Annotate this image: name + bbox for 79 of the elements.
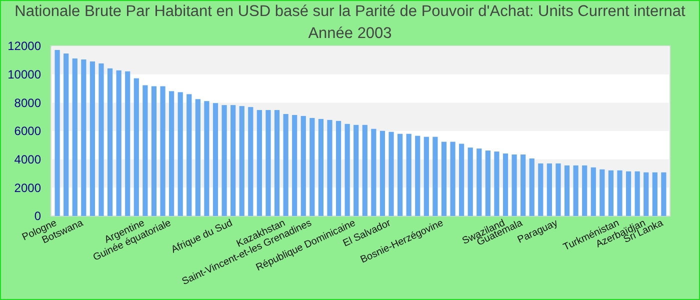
bar bbox=[266, 110, 271, 216]
bar bbox=[441, 142, 447, 216]
bar bbox=[98, 63, 104, 216]
bar bbox=[230, 105, 236, 216]
bar bbox=[634, 171, 640, 216]
bar bbox=[90, 61, 96, 216]
bar bbox=[142, 85, 148, 216]
bar bbox=[476, 148, 482, 216]
bar bbox=[134, 78, 139, 216]
bar bbox=[661, 172, 666, 216]
bar bbox=[292, 114, 298, 216]
bar bbox=[406, 134, 412, 216]
y-tick-label: 10000 bbox=[8, 68, 42, 82]
y-tick-label: 4000 bbox=[14, 152, 42, 167]
bar bbox=[274, 110, 280, 216]
bar bbox=[160, 86, 166, 216]
bar bbox=[450, 142, 456, 216]
bar bbox=[652, 172, 658, 216]
chart-subtitle: Année 2003 bbox=[308, 25, 392, 42]
bar bbox=[380, 130, 386, 216]
y-tick-label: 2000 bbox=[14, 180, 42, 195]
bar bbox=[398, 134, 403, 216]
bar bbox=[573, 165, 578, 216]
bar bbox=[556, 163, 561, 216]
bar bbox=[362, 124, 368, 216]
bar bbox=[186, 94, 192, 216]
bar bbox=[468, 148, 473, 216]
bar bbox=[388, 132, 394, 216]
bar bbox=[354, 124, 359, 216]
bar bbox=[502, 154, 508, 216]
bar bbox=[582, 165, 588, 216]
bar bbox=[239, 106, 244, 216]
bar bbox=[485, 150, 490, 216]
bar bbox=[204, 101, 210, 216]
bar bbox=[125, 71, 130, 216]
bar bbox=[116, 70, 122, 216]
bar bbox=[600, 169, 605, 216]
bar bbox=[195, 99, 200, 216]
y-tick-label: 12000 bbox=[8, 39, 42, 54]
bar bbox=[644, 172, 649, 216]
bar bbox=[318, 118, 324, 216]
bar bbox=[344, 124, 350, 216]
y-tick-label: 0 bbox=[34, 209, 42, 224]
bar bbox=[256, 110, 262, 216]
bar bbox=[336, 120, 342, 216]
bar bbox=[107, 68, 113, 216]
bar bbox=[222, 105, 227, 216]
bar bbox=[72, 58, 78, 216]
bar bbox=[169, 91, 174, 216]
bar bbox=[617, 170, 622, 216]
bar bbox=[626, 171, 632, 216]
bar bbox=[178, 92, 183, 216]
bar bbox=[81, 59, 86, 216]
bar bbox=[151, 86, 157, 216]
bar bbox=[590, 167, 596, 216]
bar bbox=[327, 120, 332, 216]
bar bbox=[424, 136, 429, 216]
bar bbox=[283, 114, 288, 216]
y-tick-label: 6000 bbox=[14, 124, 42, 138]
bar bbox=[546, 163, 552, 216]
y-tick-label: 8000 bbox=[14, 96, 42, 110]
bar bbox=[512, 154, 517, 216]
bar bbox=[529, 158, 534, 216]
bar bbox=[54, 50, 60, 216]
bar bbox=[564, 165, 570, 216]
bar bbox=[212, 103, 218, 216]
bar bbox=[608, 170, 614, 216]
bar bbox=[538, 163, 544, 216]
bar bbox=[248, 107, 254, 216]
bar bbox=[371, 128, 376, 216]
bar bbox=[300, 116, 306, 216]
bar bbox=[432, 136, 438, 216]
bar bbox=[310, 118, 315, 216]
chart-title: Nationale Brute Par Habitant en USD basé sur la Parité de Pouvoir d'Achat: Units Current internat bbox=[14, 3, 686, 20]
bar bbox=[459, 144, 464, 216]
bar bbox=[494, 152, 500, 216]
bar bbox=[415, 136, 420, 216]
bar bbox=[64, 54, 69, 216]
bar bbox=[520, 154, 526, 216]
